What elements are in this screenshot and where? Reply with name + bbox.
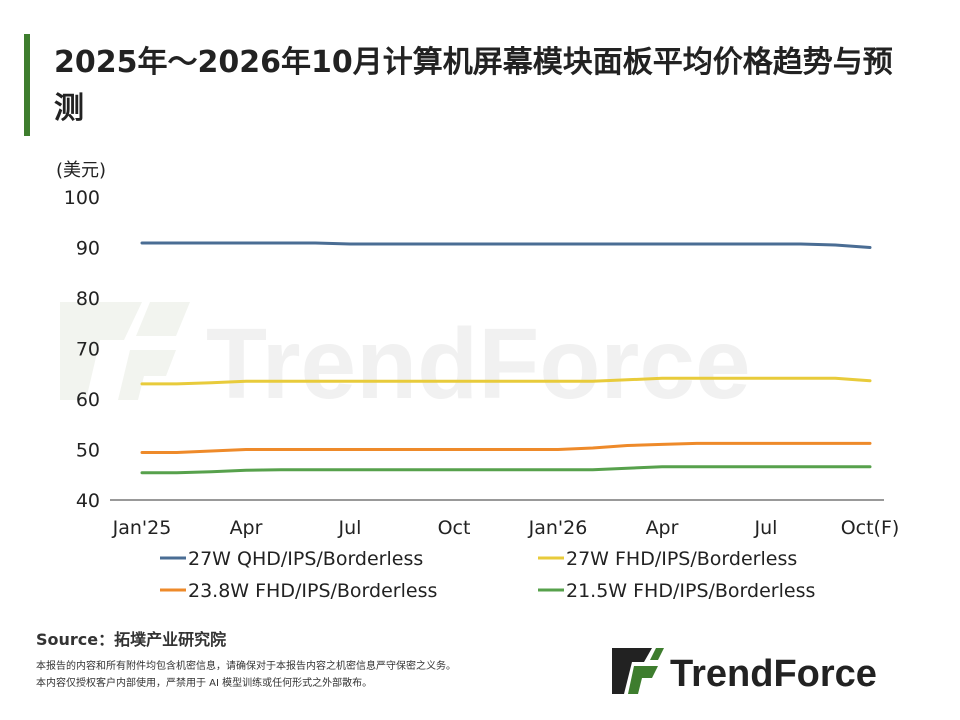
series-line-3 [140,441,872,454]
logo-text: TrendForce [670,653,877,695]
confidential-note: 本报告的内容和所有附件均包含机密信息，请确保对于本报告内容之机密信息严守保密之义… [36,661,456,672]
x-tick-label: Oct(F) [841,517,900,539]
legend: 27W QHD/IPS/Borderless 27W FHD/IPS/Border… [160,548,815,602]
watermark-text: TrendForce [206,308,751,420]
x-tick-label: Apr [646,517,679,539]
y-tick-label: 70 [76,339,100,361]
y-tick-label: 100 [64,187,100,209]
watermark-logo-mark [60,302,190,400]
logo-mark-icon [612,648,664,694]
x-tick-label: Jan'25 [112,517,172,539]
series-layer [140,241,872,475]
series-line-2 [140,376,872,386]
legend-label: 21.5W FHD/IPS/Borderless [566,580,815,602]
y-tick-label: 50 [76,440,100,462]
series-line-1 [140,241,872,249]
y-axis: (美元) 40 50 60 70 80 90 100 [56,160,106,512]
y-tick-label: 90 [76,238,100,260]
trendforce-logo: TrendForce [612,648,877,695]
x-tick-label: Apr [230,517,263,539]
source-text: Source：拓墣产业研究院 [36,630,227,649]
x-axis: Jan'25 Apr Jul Oct Jan'26 Apr Jul Oct(F) [110,499,900,539]
line-chart: TrendForce (美元) 40 50 60 70 80 90 100 Jan'25 Apr… [56,160,900,602]
y-axis-label: (美元) [56,160,106,181]
title-accent-bar [24,34,30,136]
legend-label: 27W QHD/IPS/Borderless [188,548,423,570]
x-tick-label: Jul [338,517,362,539]
legend-label: 27W FHD/IPS/Borderless [566,548,797,570]
y-tick-label: 40 [76,490,100,512]
series-line-4 [140,465,872,475]
y-tick-label: 60 [76,389,100,411]
watermark: TrendForce [60,302,751,420]
usage-note: 本内容仅授权客户内部使用，严禁用于 AI 模型训练或任何形式之外部散布。 [36,678,373,689]
x-tick-label: Jul [754,517,778,539]
x-tick-label: Jan'26 [528,517,588,539]
x-tick-label: Oct [438,517,471,539]
y-tick-label: 80 [76,288,100,310]
chart-title: 2025年～2026年10月计算机屏幕模块面板平均价格趋势与预测 [54,45,893,126]
legend-label: 23.8W FHD/IPS/Borderless [188,580,437,602]
